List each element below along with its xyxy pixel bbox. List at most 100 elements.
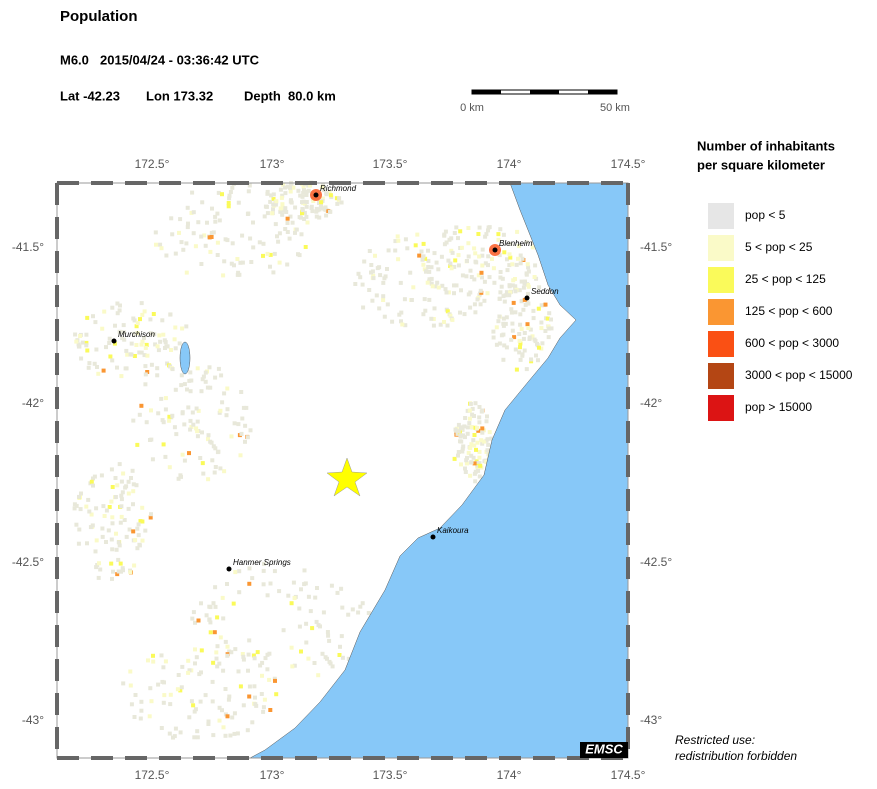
population-cell [270,211,275,216]
population-cell [531,308,536,313]
population-cell [238,453,243,458]
population-cell [260,660,265,665]
population-cell [327,638,332,643]
population-cell [252,684,257,689]
population-cell [321,610,326,615]
population-cell [400,322,405,327]
population-cell [419,249,424,254]
population-cell [472,302,477,307]
lon-tick-label: 173° [260,768,285,782]
population-cell [177,230,181,235]
population-cell [505,268,510,273]
legend-title: per square kilometer [697,157,825,172]
population-cell [504,290,509,295]
population-cell [186,221,190,226]
population-cell [413,243,418,248]
population-cell [175,687,180,692]
population-cell [486,263,490,268]
lat-tick-label: -43° [640,713,662,727]
population-cell [139,699,144,704]
population-cell [455,431,460,436]
population-cell [261,705,266,710]
population-cell [198,456,203,460]
population-cell [339,200,344,205]
population-cell [143,528,148,533]
population-cell [320,185,325,190]
population-cell [110,521,115,526]
population-cell [189,210,194,215]
population-cell [280,205,285,210]
population-cell [271,202,276,207]
population-cell [477,449,482,454]
population-cell [299,587,303,592]
population-cell [128,683,133,688]
population-cell [274,199,279,204]
population-cell [143,345,148,350]
population-cell [113,476,118,480]
population-cell [272,569,277,574]
population-cell [119,479,124,484]
population-cell [172,337,177,342]
population-cell [501,321,506,326]
population-cell [136,533,141,538]
lon-tick-label: 173° [260,157,285,171]
population-cell [434,260,439,265]
population-cell [524,272,529,277]
population-cell [273,222,278,227]
population-cell [463,416,468,420]
population-cell [525,291,530,296]
population-cell [246,211,251,216]
population-cell [215,450,220,455]
population-cell [212,470,217,475]
population-cell [132,318,137,323]
population-cell [206,477,211,482]
population-cell [273,202,278,207]
population-cell [134,483,139,488]
population-cell [164,253,169,258]
population-cell [485,291,490,296]
population-cell [117,308,122,313]
population-cell [108,354,113,359]
population-cell [250,720,255,725]
population-cell [116,557,121,562]
population-cell [524,240,529,245]
population-cell [119,514,124,519]
population-cell [158,339,163,344]
population-cell [462,312,467,317]
population-cell [314,619,319,624]
population-cell [526,326,531,330]
population-cell [283,185,287,190]
population-cell [463,466,467,471]
population-cell [150,457,155,462]
population-cell [241,657,246,662]
population-cell [169,348,173,352]
population-cell [228,733,233,738]
population-cell [381,280,386,285]
population-cell [427,269,432,274]
lake [179,341,191,375]
notice: Restricted use: [675,733,755,747]
population-cell [324,213,329,218]
population-cell [522,297,527,302]
population-cell [161,700,166,705]
lon-tick-label: 174° [497,157,522,171]
population-cell [304,200,309,204]
population-cell [214,656,219,661]
population-cell [298,193,303,198]
population-cell [443,287,448,292]
population-cell [89,512,94,517]
population-cell [195,735,200,740]
population-cell [104,345,108,350]
population-cell [300,208,305,213]
population-cell [300,194,305,199]
population-cell [76,541,81,546]
population-cell [182,422,187,427]
population-cell [424,269,429,274]
population-cell [241,703,246,708]
population-cell [87,509,92,514]
population-cell [480,441,485,446]
population-cell [285,221,290,225]
population-cell [308,609,313,614]
population-cell [465,425,470,430]
population-cell [445,323,450,328]
